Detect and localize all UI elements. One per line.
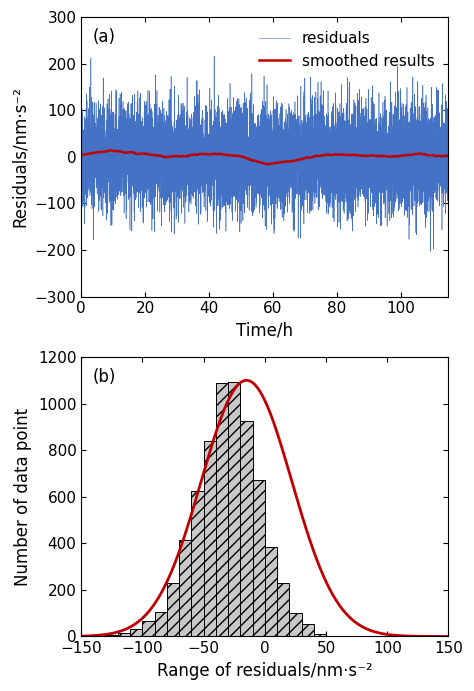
residuals xyxy=(78,140,84,149)
residuals xyxy=(428,247,434,256)
residuals xyxy=(370,203,376,211)
residuals xyxy=(446,100,451,108)
Bar xyxy=(216,383,228,636)
Line: residuals: residuals xyxy=(81,56,448,252)
smoothed results xyxy=(265,160,271,169)
Bar xyxy=(289,613,301,636)
Bar xyxy=(155,612,167,636)
Bar xyxy=(191,491,204,636)
Bar xyxy=(143,621,155,636)
Bar xyxy=(301,624,314,636)
Y-axis label: Residuals/nm·s⁻²: Residuals/nm·s⁻² xyxy=(11,86,29,227)
Bar xyxy=(253,480,265,636)
smoothed results xyxy=(351,151,356,159)
smoothed results xyxy=(446,152,451,160)
Bar xyxy=(314,634,326,636)
smoothed results xyxy=(312,152,318,160)
Bar xyxy=(240,421,253,636)
Bar xyxy=(130,630,143,636)
Text: (a): (a) xyxy=(92,28,115,46)
residuals xyxy=(351,173,356,181)
residuals xyxy=(97,153,102,161)
residuals xyxy=(211,108,217,117)
residuals xyxy=(211,52,217,60)
residuals xyxy=(312,180,318,189)
smoothed results xyxy=(108,146,114,154)
smoothed results xyxy=(296,155,301,164)
smoothed results xyxy=(97,148,102,156)
Bar xyxy=(179,540,191,636)
Bar xyxy=(118,633,130,636)
Y-axis label: Number of data point: Number of data point xyxy=(14,408,32,586)
Bar xyxy=(167,583,179,636)
smoothed results xyxy=(211,149,217,158)
Text: (b): (b) xyxy=(92,368,116,386)
Line: smoothed results: smoothed results xyxy=(81,150,448,164)
Bar xyxy=(277,583,289,636)
Bar xyxy=(204,441,216,636)
Legend: residuals, smoothed results: residuals, smoothed results xyxy=(253,25,441,75)
X-axis label: Range of residuals/nm·s⁻²: Range of residuals/nm·s⁻² xyxy=(157,662,373,680)
smoothed results xyxy=(370,151,376,160)
Bar xyxy=(265,547,277,636)
Bar xyxy=(228,381,240,636)
residuals xyxy=(296,145,301,153)
X-axis label: Time/h: Time/h xyxy=(237,322,293,340)
smoothed results xyxy=(78,151,84,159)
Bar xyxy=(81,635,118,636)
